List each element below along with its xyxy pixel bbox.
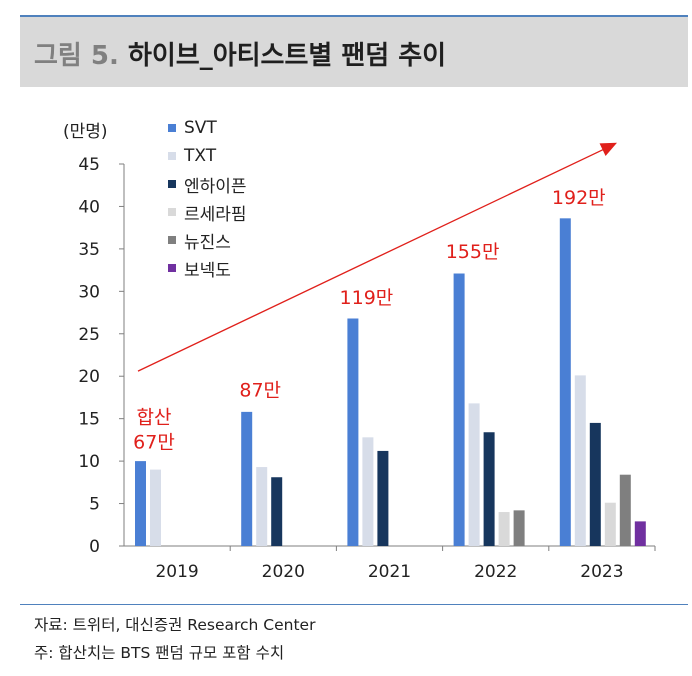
legend-label: 르세라핌	[184, 204, 247, 225]
bar-보넥도-2023	[634, 521, 646, 546]
bar-TXT-2022	[468, 403, 480, 546]
bar-엔하이픈-2023	[589, 422, 601, 546]
bar-뉴진스-2022	[513, 510, 525, 546]
x-tick-label: 2019	[155, 562, 198, 582]
trend-arrow-line	[137, 146, 610, 372]
source-note: 자료: 트위터, 대신증권 Research Center	[34, 616, 316, 634]
bar-SVT-2023	[559, 218, 571, 546]
y-tick-label: 35	[78, 240, 100, 260]
bar-SVT-2020	[241, 411, 253, 546]
bottom-rule	[20, 604, 688, 605]
bar-엔하이픈-2022	[483, 432, 495, 546]
y-tick-label: 10	[78, 452, 100, 472]
legend-swatch	[168, 236, 176, 244]
x-tick-label: 2021	[368, 562, 411, 582]
y-tick-label: 0	[89, 537, 100, 557]
legend-swatch	[168, 180, 176, 188]
y-tick-label: 15	[78, 410, 100, 430]
legend-swatch	[168, 208, 176, 216]
trend-arrow-head	[599, 142, 617, 156]
figure-title: 하이브_아티스트별 팬덤 추이	[127, 41, 447, 71]
bar-르세라핌-2022	[498, 512, 510, 546]
y-tick-label: 45	[78, 155, 100, 175]
bar-SVT-2022	[453, 273, 465, 546]
title-bar: 그림 5. 하이브_아티스트별 팬덤 추이	[20, 17, 688, 87]
y-tick-label: 25	[78, 325, 100, 345]
total-annotation: 119만	[340, 287, 394, 309]
y-tick-label: 5	[89, 495, 100, 515]
total-annotation: 67만	[133, 431, 175, 453]
bar-TXT-2019	[150, 469, 161, 546]
x-tick-label: 2023	[580, 562, 623, 582]
bar-SVT-2021	[347, 318, 359, 546]
bar-뉴진스-2023	[619, 474, 631, 546]
y-unit-label: (만명)	[63, 122, 108, 142]
legend-label: TXT	[184, 146, 217, 166]
bar-르세라핌-2023	[604, 502, 616, 546]
total-annotation: 155만	[446, 241, 500, 263]
bar-엔하이픈-2021	[377, 450, 389, 546]
legend-label: 보넥도	[184, 260, 231, 281]
legend-label: 엔하이픈	[184, 176, 247, 197]
legend-swatch	[168, 264, 176, 272]
total-annotation: 합산	[137, 406, 172, 428]
legend-label: 뉴진스	[184, 232, 231, 253]
page-title: 그림 5. 하이브_아티스트별 팬덤 추이	[34, 35, 446, 72]
x-tick-label: 2022	[474, 562, 517, 582]
bar-엔하이픈-2020	[271, 477, 283, 546]
legend-item: SVT	[168, 114, 247, 142]
legend-label: SVT	[184, 118, 217, 138]
bar-chart: 0 5 10 15 20 25 30 35 40 45 2019 2020 2021 2022 2023 합산…	[78, 142, 656, 582]
legend-item: 뉴진스	[168, 226, 247, 254]
y-tick-label: 20	[78, 367, 100, 387]
legend-item: 르세라핌	[168, 198, 247, 226]
legend-swatch	[168, 124, 176, 132]
total-annotation: 87만	[239, 380, 281, 402]
top-rule	[20, 15, 688, 17]
bar-SVT-2019	[135, 461, 146, 546]
footnote: 주: 합산치는 BTS 팬덤 규모 포함 수치	[34, 644, 285, 662]
x-tick-label: 2020	[262, 562, 305, 582]
bar-TXT-2023	[574, 375, 586, 546]
legend-item: 보넥도	[168, 254, 247, 282]
y-tick-label: 30	[78, 282, 100, 302]
legend-swatch	[168, 152, 176, 160]
legend-item: TXT	[168, 142, 247, 170]
figure-number: 그림 5.	[34, 41, 119, 71]
bar-TXT-2021	[362, 437, 374, 546]
bar-TXT-2020	[256, 467, 268, 546]
total-annotation: 192만	[552, 187, 606, 209]
legend-item: 엔하이픈	[168, 170, 247, 198]
y-tick-label: 40	[78, 197, 100, 217]
